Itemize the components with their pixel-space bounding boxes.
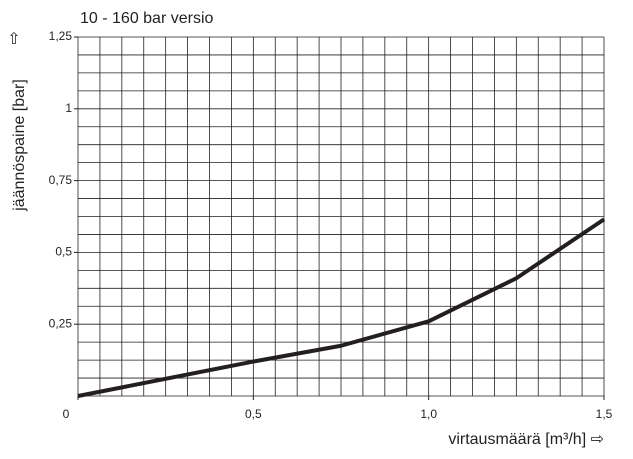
x-tick-label: 0 (63, 407, 70, 421)
x-tick-label: 1,0 (420, 407, 437, 421)
y-axis-arrow: ⇧ (7, 31, 20, 48)
y-tick-label: 0,5 (55, 245, 72, 259)
y-tick-label: 0,75 (49, 173, 73, 187)
x-axis-label: virtausmäärä [m³/h] ⇨ (448, 431, 604, 448)
y-axis-label: jäännöspaine [bar] (11, 79, 28, 212)
x-tick-label: 0,5 (245, 407, 262, 421)
y-tick-label: 1,25 (49, 29, 73, 43)
data-line (77, 217, 606, 398)
x-tick-label: 1,5 (596, 407, 613, 421)
y-tick-label: 1 (65, 101, 72, 115)
chart-title: 10 - 160 bar versio (80, 10, 214, 27)
y-tick-label: 0,25 (49, 316, 73, 330)
